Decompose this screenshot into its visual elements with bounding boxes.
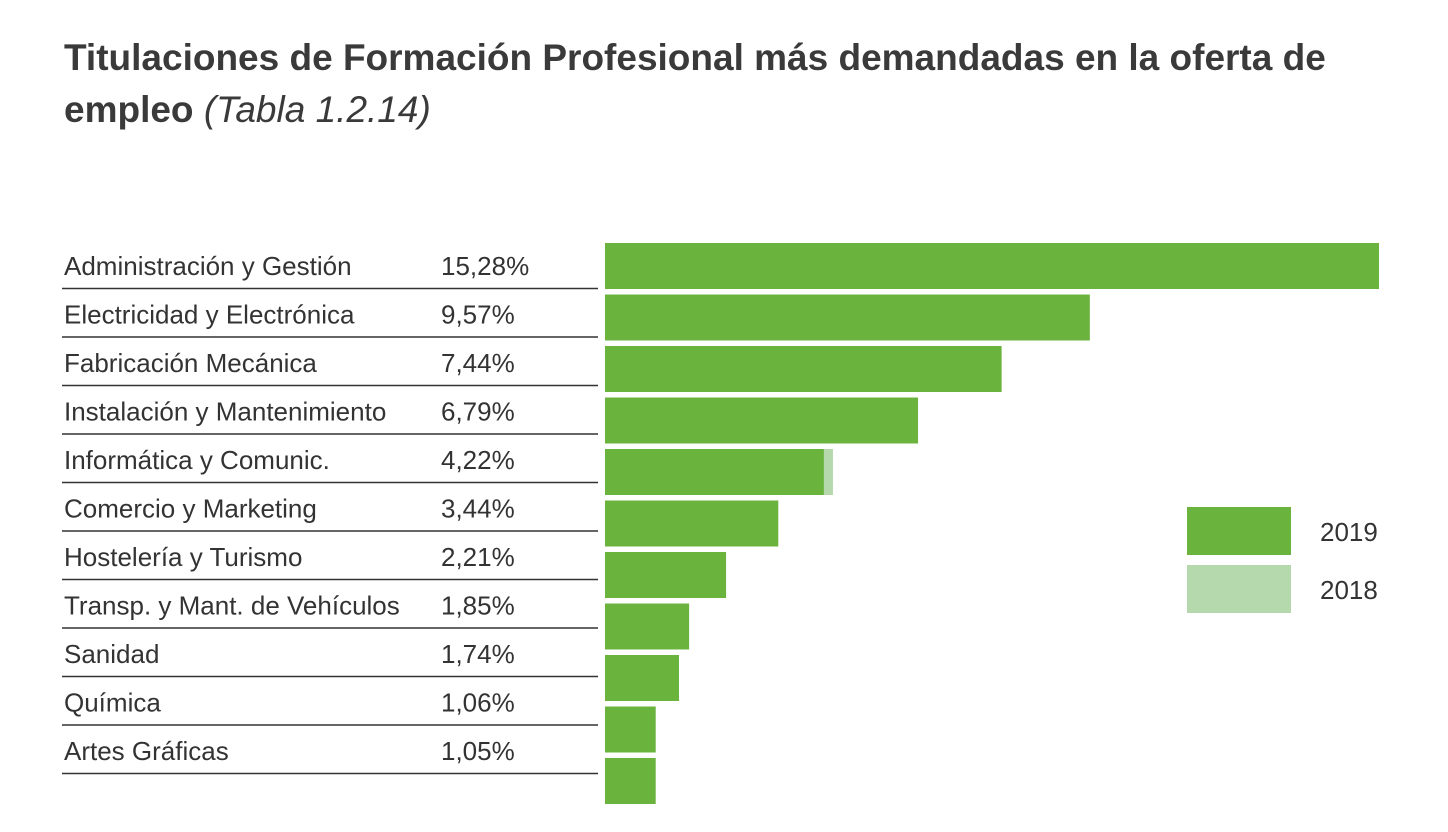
category-label: Hostelería y Turismo (64, 542, 302, 572)
category-label: Artes Gráficas (64, 736, 229, 766)
category-label: Instalación y Mantenimiento (64, 397, 386, 427)
category-label: Administración y Gestión (64, 251, 352, 281)
chart-title-text: Titulaciones de Formación Profesional má… (64, 37, 1326, 130)
chart-bars (605, 243, 1379, 804)
bar-2019 (605, 706, 656, 753)
value-label: 1,85% (441, 591, 515, 621)
chart-legend: 2019 2018 (1187, 507, 1378, 613)
bar-2019 (605, 552, 727, 598)
bar-2019 (605, 603, 690, 650)
legend-label: 2019 (1320, 517, 1378, 547)
category-label: Transp. y Mant. de Vehículos (64, 591, 400, 621)
category-label: Química (64, 688, 161, 718)
bar-2019 (605, 294, 1090, 341)
bar-2019 (605, 346, 1002, 392)
category-label: Informática y Comunic. (64, 445, 330, 475)
chart-title: Titulaciones de Formación Profesional má… (64, 32, 1384, 136)
category-label: Comercio y Marketing (64, 494, 317, 524)
value-label: 15,28% (441, 251, 529, 281)
value-label: 2,21% (441, 542, 515, 572)
bar-2019 (605, 449, 824, 495)
value-label: 1,74% (441, 639, 515, 669)
value-label: 1,05% (441, 736, 515, 766)
chart-subtitle: (Tabla 1.2.14) (203, 89, 431, 130)
legend-swatch-2019 (1187, 507, 1291, 555)
legend-swatch-2018 (1187, 565, 1291, 613)
legend-label: 2018 (1320, 575, 1378, 605)
category-label: Electricidad y Electrónica (64, 300, 355, 330)
chart-rows: Administración y Gestión 15,28% Electricid… (62, 251, 598, 775)
bar-2019 (605, 397, 919, 444)
value-label: 4,22% (441, 445, 515, 475)
value-label: 3,44% (441, 494, 515, 524)
value-label: 6,79% (441, 397, 515, 427)
bar-2019 (605, 655, 679, 701)
bar-2019 (605, 758, 656, 804)
value-label: 7,44% (441, 348, 515, 378)
category-label: Fabricación Mecánica (64, 348, 317, 378)
bar-2019 (605, 243, 1379, 289)
category-label: Sanidad (64, 639, 159, 669)
bar-2019 (605, 500, 779, 547)
value-label: 9,57% (441, 300, 515, 330)
value-label: 1,06% (441, 688, 515, 718)
